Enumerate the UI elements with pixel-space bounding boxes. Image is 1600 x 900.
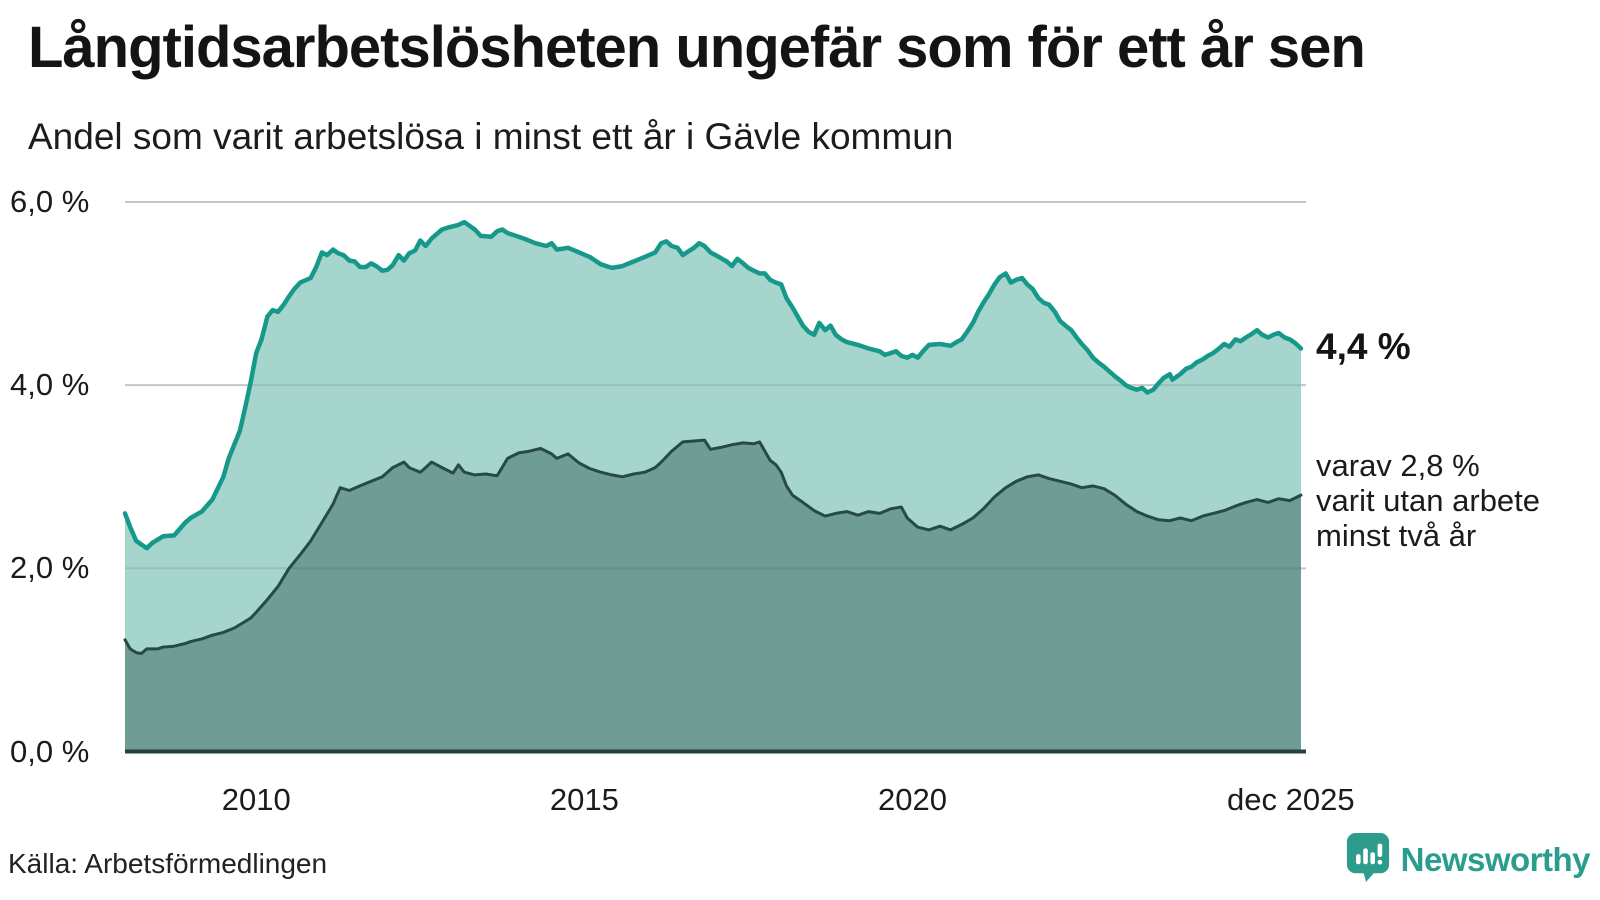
newsworthy-bubble-chart-icon <box>1345 831 1391 888</box>
x-tick-label-2020: 2020 <box>878 782 947 817</box>
x-tick-label-2015: 2015 <box>549 782 619 817</box>
y-tick-label-2: 2,0 % <box>10 550 90 586</box>
breakdown-value-label: varav 2,8 % varit utan arbete minst två … <box>1316 448 1540 553</box>
source-label: Källa: Arbetsförmedlingen <box>8 848 328 879</box>
x-tick-label-2010: 2010 <box>221 782 291 817</box>
newsworthy-wordmark: Newsworthy <box>1400 840 1591 878</box>
y-tick-label-6: 6,0 % <box>10 184 90 219</box>
total-value-label: 4,4 % <box>1316 326 1411 367</box>
footer: Källa: Arbetsförmedlingen Newsworthy <box>0 833 1600 892</box>
breakdown-line-3: minst två år <box>1316 518 1477 553</box>
breakdown-line-1: varav 2,8 % <box>1316 448 1480 483</box>
series-total-line <box>122 219 1304 551</box>
chart-subtitle: Andel som varit arbetslösa i minst ett å… <box>28 116 954 157</box>
page-title: Långtidsarbetslösheten ungefär som för e… <box>28 15 1366 80</box>
y-tick-label-0: 0,0 % <box>10 733 90 769</box>
newsworthy-logo: Newsworthy <box>1345 831 1591 888</box>
y-tick-label-4: 4,0 % <box>10 367 90 403</box>
series-twoyear-line <box>123 438 1303 655</box>
x-tick-label-dec-2025: dec 2025 <box>1227 782 1355 817</box>
series-twoyear-area <box>125 440 1301 752</box>
breakdown-line-2: varit utan arbete <box>1316 483 1541 518</box>
